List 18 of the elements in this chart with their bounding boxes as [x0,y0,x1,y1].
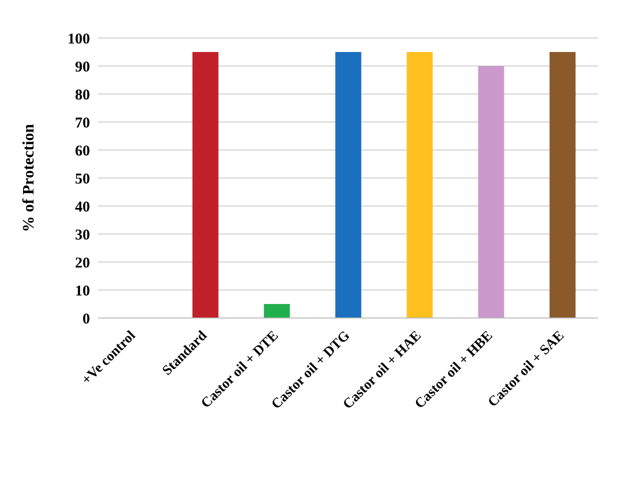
bar [406,52,433,318]
y-tick-label: 50 [75,171,90,188]
bar [550,52,576,318]
y-tick-label: 10 [75,283,90,300]
bar [264,304,290,318]
y-tick-label: 60 [75,143,90,160]
y-tick-label: 20 [75,255,90,272]
y-tick-label: 0 [82,311,90,328]
y-tick-label: 40 [75,199,90,216]
y-axis-title: % of Protection [20,124,38,232]
y-tick-label: 100 [68,31,90,48]
y-tick-label: 80 [75,87,90,104]
bar [335,52,362,318]
y-tick-label: 30 [75,227,90,244]
y-tick-label: 70 [75,115,90,132]
bar [478,66,504,318]
bar [192,52,218,318]
y-tick-label: 90 [75,59,90,76]
